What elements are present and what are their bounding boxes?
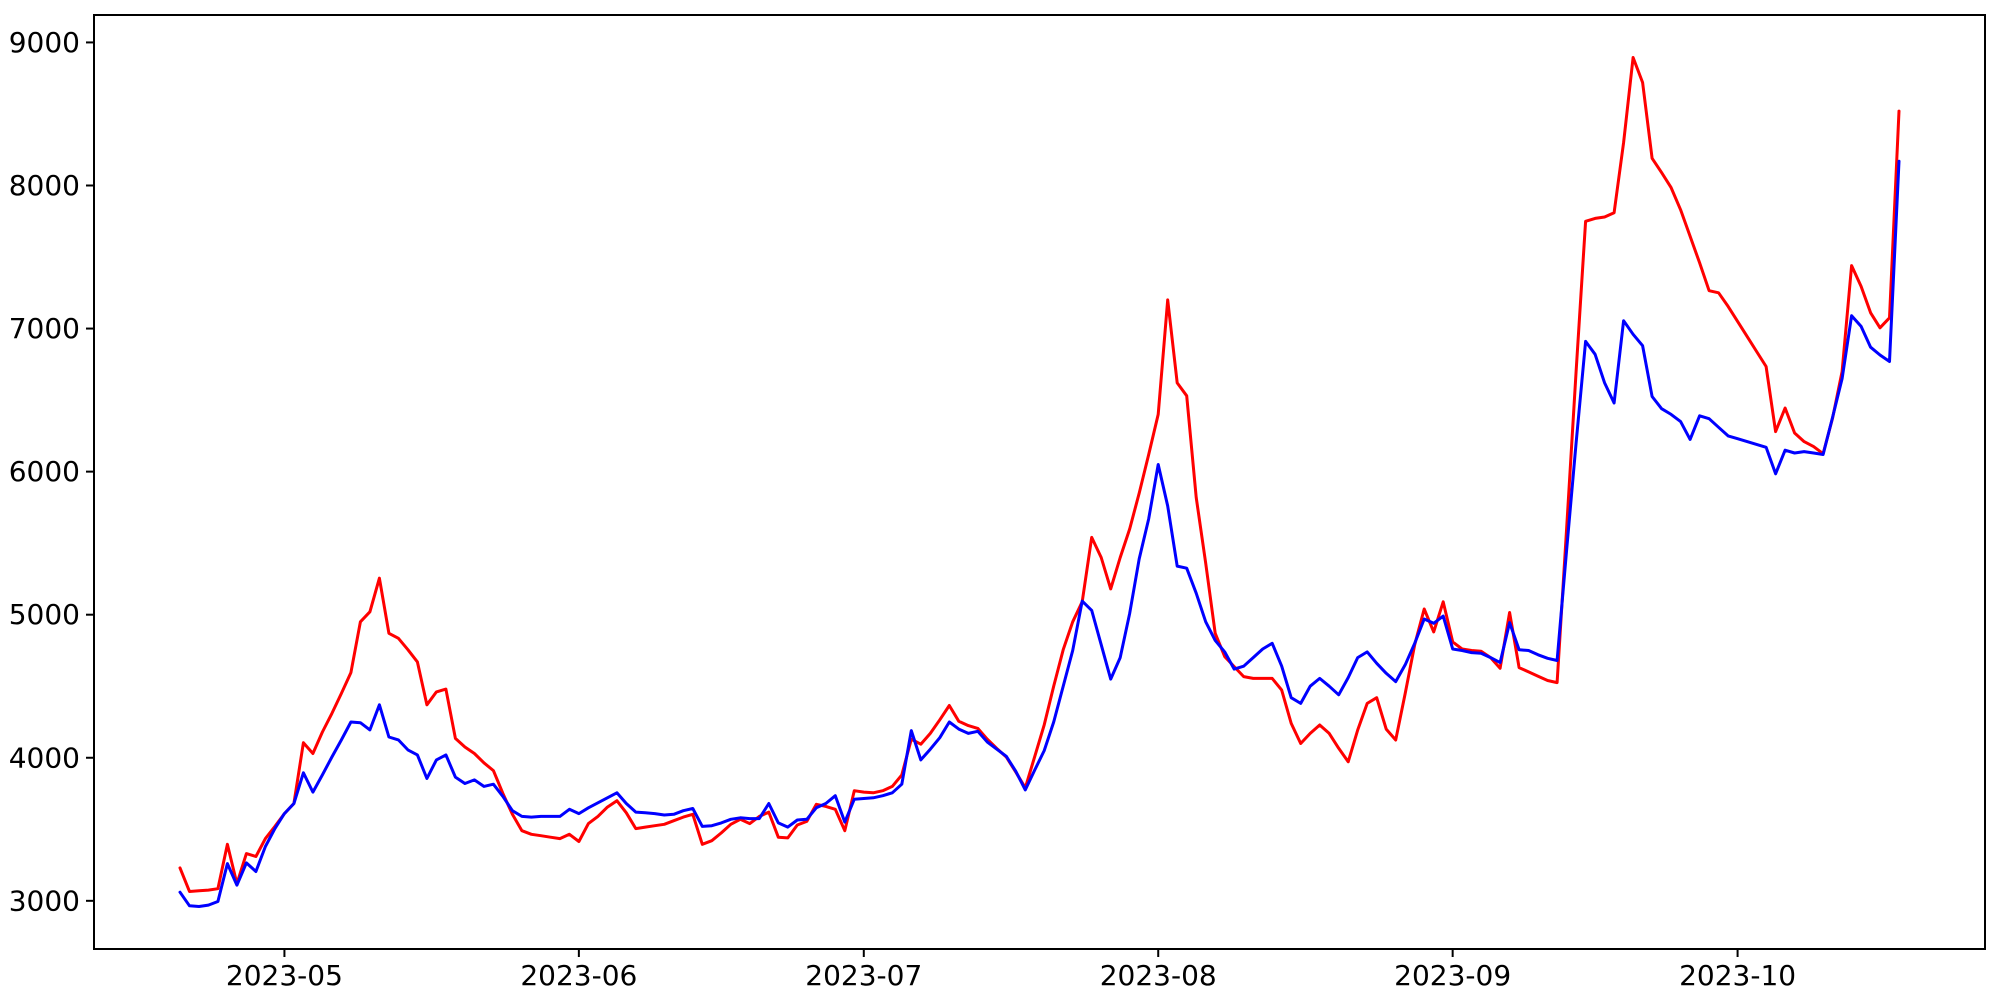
y-tick-label: 5000 xyxy=(9,598,80,631)
y-tick-label: 4000 xyxy=(9,741,80,774)
red-series-line xyxy=(178,56,1901,893)
y-tick-label: 3000 xyxy=(9,884,80,917)
y-tick-label: 6000 xyxy=(9,455,80,488)
axes-spines xyxy=(93,14,1986,950)
x-tick-label: 2023-05 xyxy=(226,959,343,992)
blue-series-line xyxy=(178,159,1901,908)
y-tick-label: 9000 xyxy=(9,26,80,59)
x-tick-label: 2023-07 xyxy=(805,959,922,992)
x-tick-label: 2023-06 xyxy=(520,959,637,992)
plot-area xyxy=(94,15,1985,949)
x-tick-label: 2023-10 xyxy=(1679,959,1796,992)
y-tick-label: 8000 xyxy=(9,169,80,202)
x-tick-label: 2023-09 xyxy=(1394,959,1511,992)
x-tick-label: 2023-08 xyxy=(1100,959,1217,992)
y-tick-label: 7000 xyxy=(9,312,80,345)
